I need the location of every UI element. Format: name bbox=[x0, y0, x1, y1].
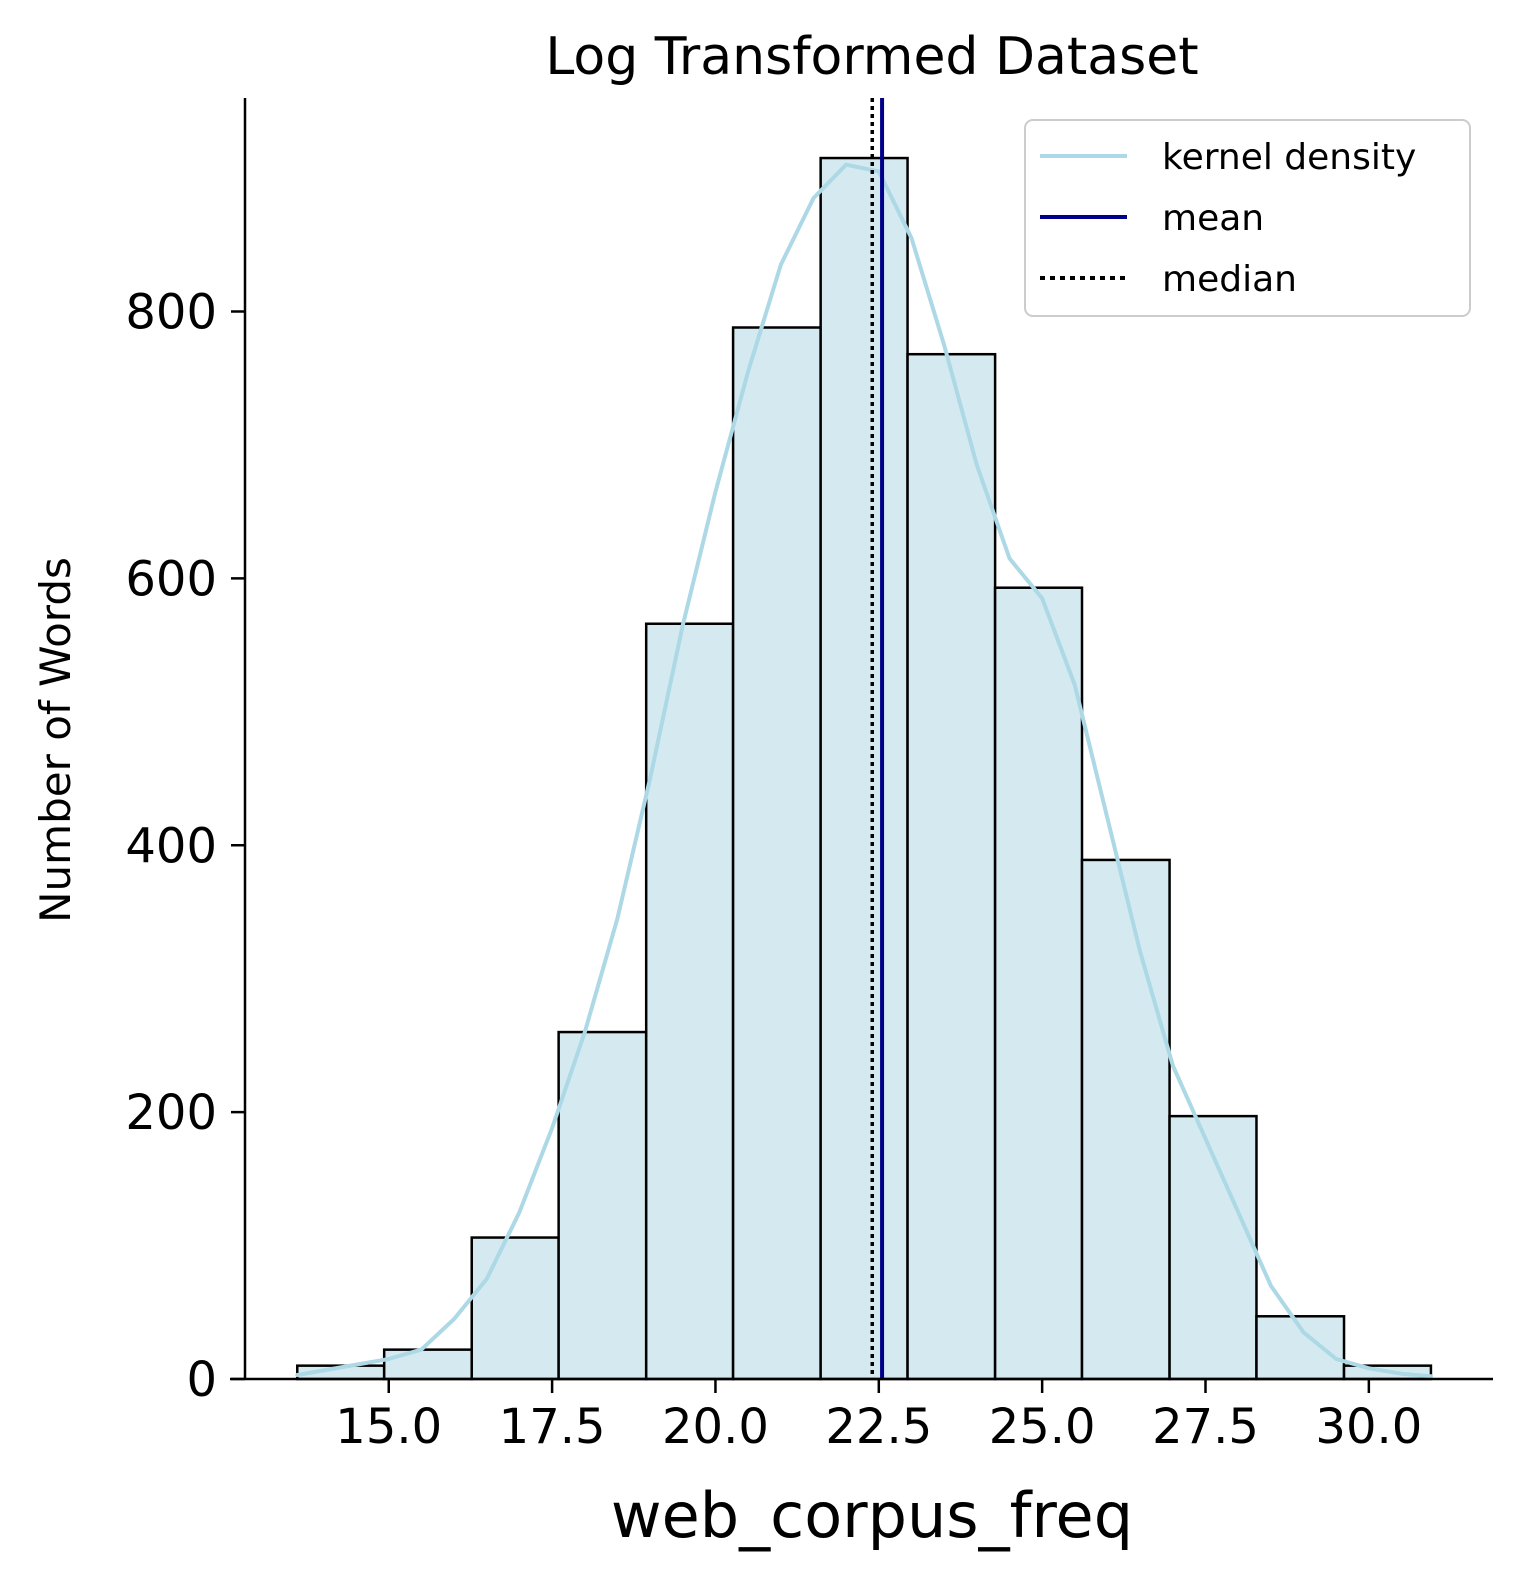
histogram-bar bbox=[993, 586, 1084, 1381]
legend: kernel density mean median bbox=[1024, 119, 1471, 317]
histogram-bar bbox=[557, 1030, 648, 1381]
y-tick-label: 0 bbox=[186, 1352, 217, 1408]
stat-lines bbox=[870, 98, 885, 1379]
y-ticks: 0 200 400 600 800 bbox=[125, 285, 245, 1408]
kde-curve bbox=[295, 162, 1433, 1379]
x-tick-label: 17.5 bbox=[499, 1399, 606, 1455]
histogram-bar bbox=[382, 1348, 473, 1381]
histogram-bar bbox=[731, 326, 822, 1381]
y-tick-label: 800 bbox=[125, 285, 217, 341]
histogram-bars bbox=[296, 156, 1433, 1381]
histogram-bar bbox=[819, 156, 909, 1381]
legend-mean-label: mean bbox=[1162, 198, 1264, 239]
histogram-bar bbox=[470, 1236, 560, 1381]
legend-box bbox=[1024, 119, 1471, 317]
y-tick-label: 400 bbox=[125, 818, 217, 874]
x-tick-label: 27.5 bbox=[1152, 1399, 1259, 1455]
x-tick-label: 25.0 bbox=[989, 1399, 1096, 1455]
x-tick-label: 22.5 bbox=[825, 1399, 932, 1455]
x-tick-label: 30.0 bbox=[1315, 1399, 1422, 1455]
y-axis-label: Number of Words bbox=[31, 557, 80, 923]
histogram-bar bbox=[644, 622, 735, 1381]
histogram-bar bbox=[1080, 858, 1171, 1381]
y-tick-label: 200 bbox=[125, 1085, 217, 1141]
y-tick-label: 600 bbox=[125, 551, 217, 607]
x-tick-label: 20.0 bbox=[662, 1399, 769, 1455]
kde-layer bbox=[295, 162, 1433, 1379]
chart-title: Log Transformed Dataset bbox=[545, 27, 1198, 87]
histogram-bar bbox=[906, 352, 997, 1381]
x-ticks: 15.0 17.5 20.0 22.5 25.0 27.5 30.0 bbox=[335, 1379, 1422, 1455]
x-tick-label: 15.0 bbox=[335, 1399, 442, 1455]
legend-kde-label: kernel density bbox=[1162, 137, 1416, 178]
legend-median-label: median bbox=[1162, 259, 1297, 300]
x-axis-label: web_corpus_freq bbox=[611, 1479, 1133, 1552]
